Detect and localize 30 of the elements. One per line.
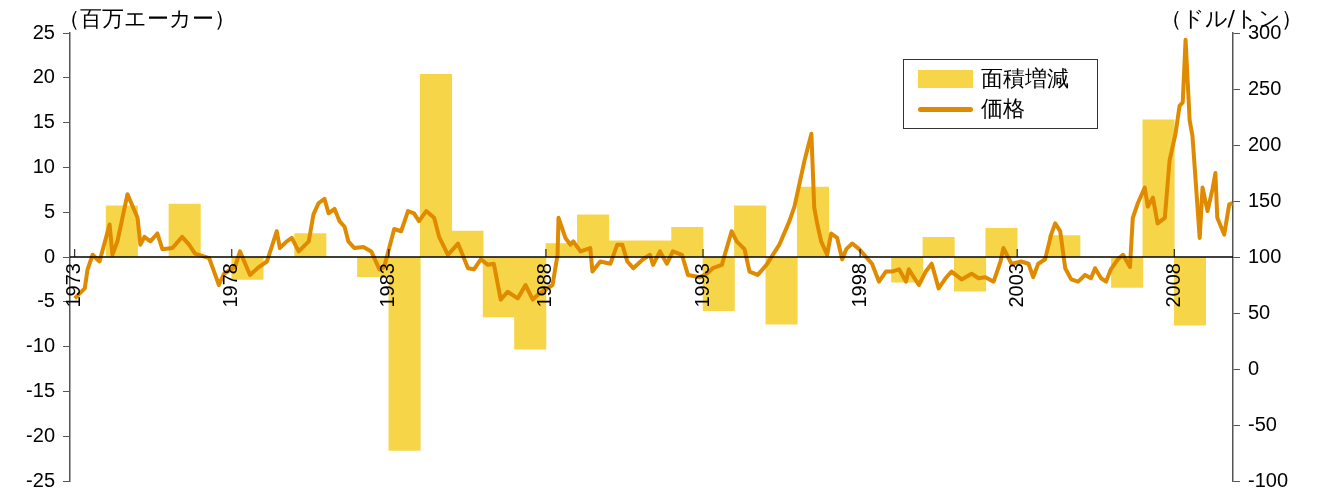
x-tick-label: 1993 [690,263,713,308]
y-tick-label: 25 [32,20,55,43]
y2-tick-label: 250 [1248,76,1282,99]
y-tick-label: 10 [32,154,55,177]
x-tick-label: 1983 [376,263,399,308]
x-tick-label: 1988 [533,263,556,308]
y-tick-label: 0 [43,244,55,267]
y-axis-title: （百万エーカー） [58,5,236,33]
y-tick-label: 15 [32,110,55,133]
y-tick-label: -15 [26,378,55,401]
y2-tick-label: 0 [1248,356,1260,379]
legend-label: 面積増減 [981,65,1069,93]
y2-tick-label: 100 [1248,244,1282,267]
y2-tick-label: 50 [1248,300,1271,323]
x-tick-label: 2003 [1004,263,1027,308]
y-tick-label: 5 [43,199,55,222]
legend-label: 価格 [981,95,1025,123]
y2-tick-label: -100 [1248,468,1289,491]
x-tick-label: 2008 [1161,263,1184,308]
x-tick-label: 1998 [847,263,870,308]
y-tick-label: -10 [26,334,55,357]
y2-tick-label: 150 [1248,188,1282,211]
y-tick-label: 20 [32,65,55,88]
y-tick-label: -5 [37,289,55,312]
x-tick-label: 1978 [219,263,242,308]
y-tick-label: -20 [26,423,55,446]
x-tick-label: 1973 [62,263,85,308]
y2-tick-label: 200 [1248,132,1282,155]
y-tick-label: -25 [26,468,55,491]
y2-tick-label: -50 [1248,412,1277,435]
